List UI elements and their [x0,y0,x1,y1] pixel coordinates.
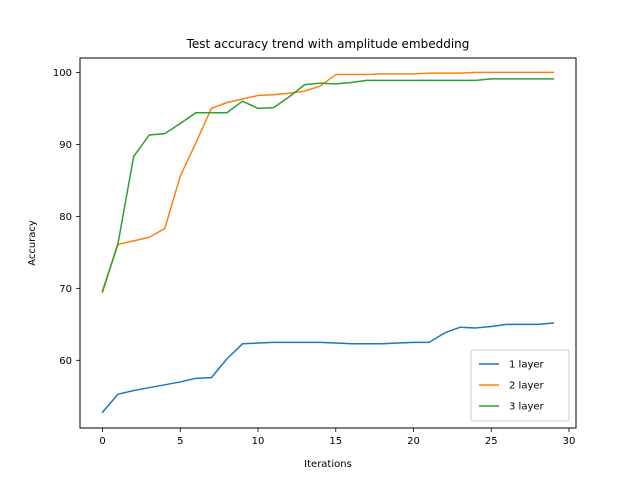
legend: 1 layer 2 layer 3 layer [470,349,570,422]
x-tick-label: 30 [563,436,576,447]
x-tick-label: 10 [252,436,265,447]
legend-label: 2 layer [509,381,545,392]
series-line-1 [101,322,555,414]
legend-label: 3 layer [509,402,545,413]
x-tick-label: 25 [485,436,498,447]
chart-title: Test accuracy trend with amplitude embed… [186,37,470,51]
y-tick-label: 90 [59,140,72,151]
x-tick-label: 0 [99,436,105,447]
x-tick-label: 15 [329,436,342,447]
legend-label: 1 layer [509,360,545,371]
y-tick-label: 70 [59,284,72,295]
x-axis-ticks: 0 5 10 15 20 25 30 [99,428,575,447]
x-axis-label: Iterations [304,459,352,470]
y-tick-label: 80 [59,212,72,223]
series-line-2 [101,71,555,292]
series-line-3 [101,78,555,293]
y-tick-label: 100 [53,68,72,79]
y-tick-label: 60 [59,356,72,367]
legend-box [470,349,570,422]
x-tick-label: 5 [177,436,183,447]
x-tick-label: 20 [407,436,420,447]
y-axis-label: Accuracy [27,220,38,266]
plot-series [101,71,555,414]
plot-frame [79,57,577,429]
y-axis-ticks: 60 70 80 90 100 [53,68,80,367]
